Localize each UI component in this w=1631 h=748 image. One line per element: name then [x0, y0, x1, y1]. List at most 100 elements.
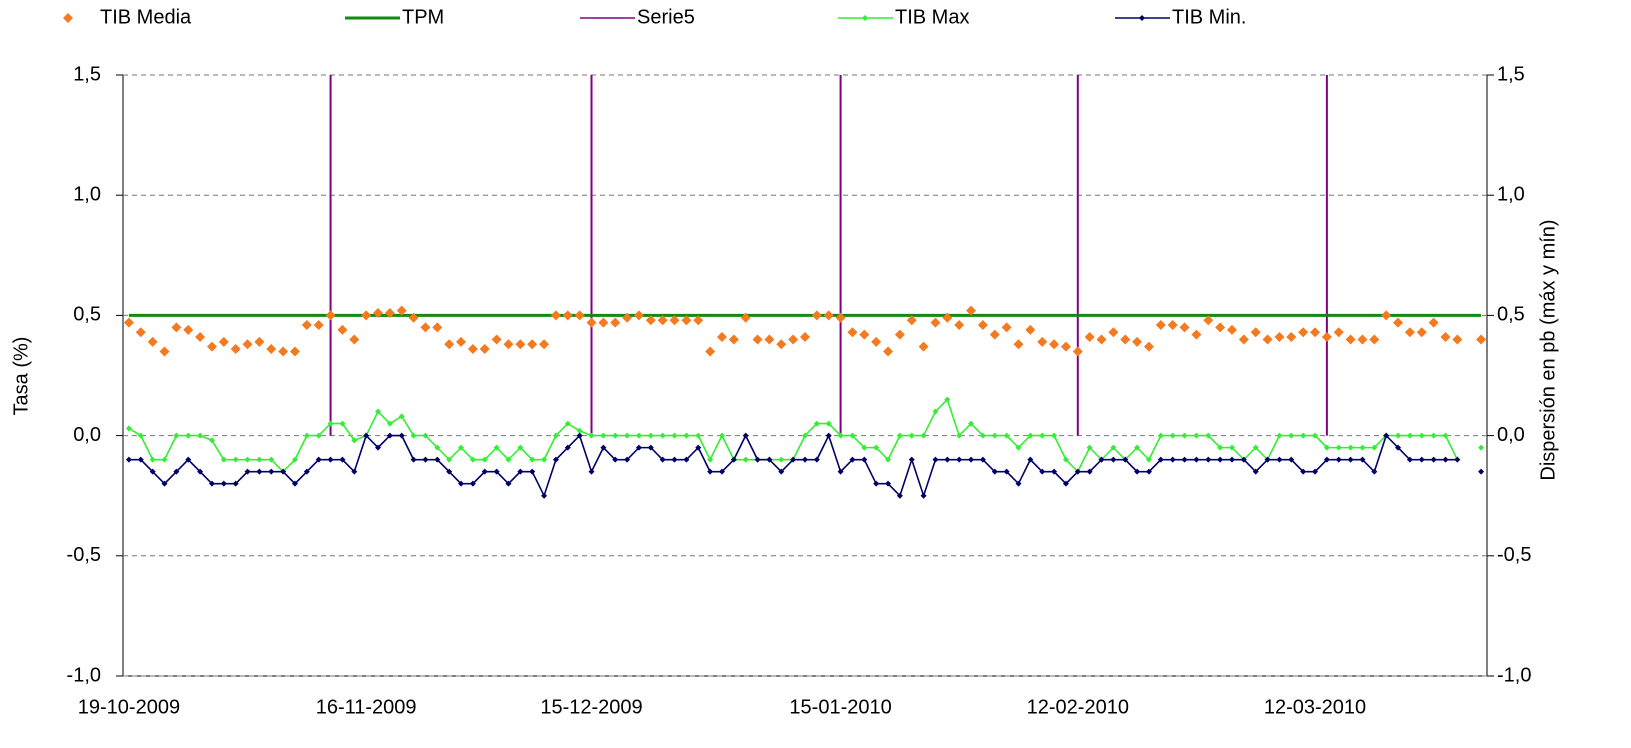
- marker: [956, 432, 963, 439]
- y-tick-label: -0,5: [67, 544, 101, 566]
- y-tick-label: 1,0: [73, 183, 101, 205]
- x-tick-label: 15-01-2010: [789, 696, 891, 718]
- marker: [1335, 456, 1342, 463]
- marker: [942, 312, 953, 323]
- marker: [695, 444, 702, 451]
- marker: [1110, 444, 1117, 451]
- marker: [1074, 468, 1081, 475]
- marker: [550, 310, 561, 321]
- marker: [1027, 456, 1034, 463]
- x-tick-label: 16-11-2009: [316, 696, 417, 718]
- marker: [517, 444, 524, 451]
- marker: [1335, 444, 1342, 451]
- marker: [564, 444, 571, 451]
- marker: [1274, 332, 1285, 343]
- marker: [908, 456, 915, 463]
- marker: [469, 480, 476, 487]
- marker: [894, 329, 905, 340]
- marker: [541, 456, 548, 463]
- marker: [1037, 336, 1048, 347]
- marker: [586, 317, 597, 328]
- marker: [301, 320, 312, 331]
- marker: [552, 456, 559, 463]
- marker: [280, 468, 287, 475]
- marker: [778, 468, 785, 475]
- marker: [837, 468, 844, 475]
- marker: [1051, 432, 1058, 439]
- marker: [896, 492, 903, 499]
- marker: [1084, 332, 1095, 343]
- marker: [707, 468, 714, 475]
- legend-marker: [862, 15, 868, 21]
- marker: [918, 341, 929, 352]
- marker: [432, 322, 443, 333]
- marker: [1454, 456, 1461, 463]
- marker: [920, 492, 927, 499]
- marker: [422, 432, 429, 439]
- marker: [410, 432, 417, 439]
- marker: [1264, 456, 1271, 463]
- marker: [1155, 320, 1166, 331]
- marker: [849, 432, 856, 439]
- marker: [208, 480, 215, 487]
- marker: [728, 334, 739, 345]
- marker: [529, 468, 536, 475]
- marker: [161, 480, 168, 487]
- marker: [244, 468, 251, 475]
- marker: [458, 444, 465, 451]
- marker: [1442, 432, 1449, 439]
- marker: [481, 468, 488, 475]
- marker: [1333, 327, 1344, 338]
- marker: [1015, 480, 1022, 487]
- marker: [705, 346, 716, 357]
- marker: [456, 336, 467, 347]
- marker: [718, 432, 725, 439]
- marker: [752, 334, 763, 345]
- marker: [1217, 456, 1224, 463]
- marker: [802, 456, 808, 463]
- y-axis-title: Tasa (%): [10, 337, 32, 416]
- marker: [1228, 444, 1235, 451]
- marker: [624, 456, 631, 463]
- marker: [123, 317, 134, 328]
- marker: [1430, 432, 1437, 439]
- marker: [707, 456, 714, 463]
- marker: [1132, 336, 1143, 347]
- marker: [740, 312, 751, 323]
- marker: [885, 480, 892, 487]
- marker: [1300, 432, 1307, 439]
- marker: [576, 432, 583, 439]
- marker: [979, 456, 986, 463]
- marker: [576, 427, 583, 434]
- marker: [671, 456, 678, 463]
- marker: [384, 307, 395, 318]
- marker: [256, 456, 263, 463]
- marker: [291, 456, 298, 463]
- y2-tick-label: 0,0: [1497, 424, 1525, 446]
- marker: [1288, 432, 1295, 439]
- marker: [539, 339, 550, 350]
- marker: [303, 468, 310, 475]
- marker: [349, 334, 360, 345]
- marker: [1321, 332, 1332, 343]
- marker: [1051, 468, 1058, 475]
- x-tick-label: 12-03-2010: [1264, 696, 1366, 718]
- marker: [197, 432, 204, 439]
- marker: [837, 432, 844, 439]
- marker: [125, 456, 132, 463]
- legend-label: TIB Media: [100, 6, 192, 28]
- marker: [517, 468, 524, 475]
- marker: [337, 324, 348, 335]
- marker: [825, 420, 832, 427]
- marker: [989, 329, 1000, 340]
- marker: [1288, 456, 1295, 463]
- marker: [647, 444, 654, 451]
- marker: [790, 456, 797, 463]
- marker: [1169, 456, 1176, 463]
- marker: [991, 468, 998, 475]
- marker: [1145, 456, 1152, 463]
- marker: [600, 432, 607, 439]
- marker: [218, 336, 229, 347]
- marker: [1193, 456, 1200, 463]
